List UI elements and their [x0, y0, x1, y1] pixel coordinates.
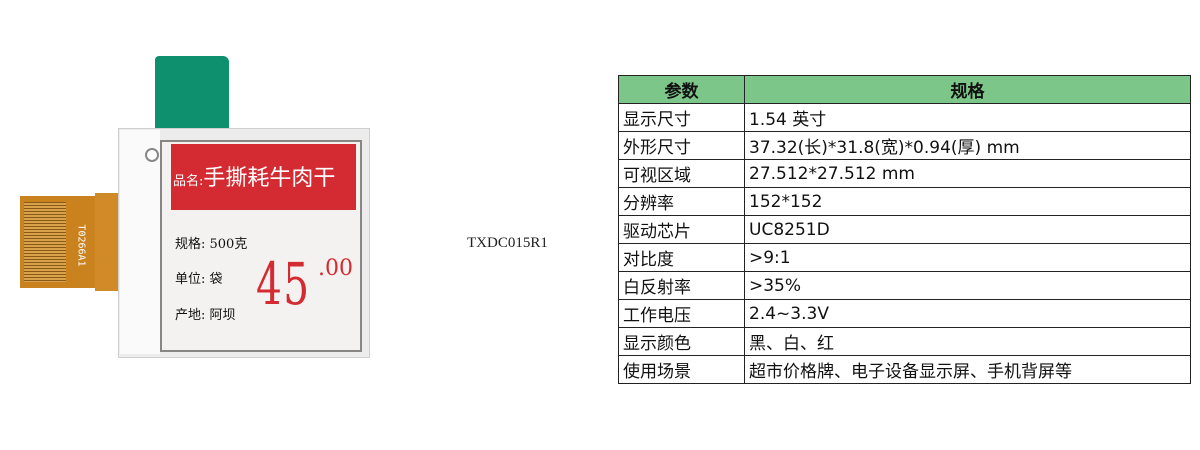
table-row: 可视区域 27.512*27.512 mm — [618, 159, 1191, 188]
fpc-pins — [24, 202, 66, 282]
spec-value: 37.32(长)*31.8(宽)*0.94(厚) mm — [744, 131, 1191, 160]
glass-edge — [120, 130, 160, 354]
spec-value: 2.4~3.3V — [744, 299, 1191, 328]
spec-value: 27.512*27.512 mm — [744, 159, 1191, 188]
spec-value: 黑、白、红 — [744, 327, 1191, 356]
table-row: 驱动芯片 UC8251D — [618, 215, 1191, 244]
table-row: 工作电压 2.4~3.3V — [618, 299, 1191, 328]
mount-hole — [145, 148, 159, 162]
table-row: 对比度 >9:1 — [618, 243, 1191, 272]
spec-value: >35% — [744, 271, 1191, 300]
param-name: 可视区域 — [618, 159, 745, 188]
spec-line: 规格: 500克 — [175, 237, 248, 252]
red-banner — [171, 144, 356, 210]
param-name: 显示颜色 — [618, 327, 745, 356]
unit-line: 单位: 袋 — [175, 272, 223, 287]
product-name: 品名:手撕耗牛肉干 — [173, 160, 335, 192]
protective-tab — [155, 56, 229, 132]
spec-table: 参数 规格 显示尺寸 1.54 英寸 外形尺寸 37.32(长)*31.8(宽)*0.… — [618, 75, 1191, 384]
name-value: 手撕耗牛肉干 — [203, 166, 336, 191]
param-name: 工作电压 — [618, 299, 745, 328]
spec-value: 152*152 — [744, 187, 1191, 216]
header-param: 参数 — [618, 75, 745, 104]
param-name: 分辨率 — [618, 187, 745, 216]
table-row: 外形尺寸 37.32(长)*31.8(宽)*0.94(厚) mm — [618, 131, 1191, 160]
origin-line: 产地: 阿坝 — [175, 308, 236, 323]
price-cents: .00 — [318, 256, 353, 281]
model-number: TXDC015R1 — [467, 235, 548, 251]
param-name: 使用场景 — [618, 355, 745, 384]
table-header-row: 参数 规格 — [618, 75, 1191, 104]
spec-value: UC8251D — [744, 215, 1191, 244]
table-row: 使用场景 超市价格牌、电子设备显示屏、手机背屏等 — [618, 355, 1191, 384]
table-row: 显示尺寸 1.54 英寸 — [618, 103, 1191, 132]
table-row: 分辨率 152*152 — [618, 187, 1191, 216]
param-name: 对比度 — [618, 243, 745, 272]
param-name: 驱动芯片 — [618, 215, 745, 244]
param-name: 外形尺寸 — [618, 131, 745, 160]
fpc-label: T0266A1 — [75, 224, 87, 267]
header-spec: 规格 — [744, 75, 1191, 104]
table-row: 显示颜色 黑、白、红 — [618, 327, 1191, 356]
param-name: 白反射率 — [618, 271, 745, 300]
name-label: 品名: — [173, 174, 204, 189]
table-row: 白反射率 >35% — [618, 271, 1191, 300]
spec-value: 1.54 英寸 — [744, 103, 1191, 132]
spec-value: >9:1 — [744, 243, 1191, 272]
spec-value: 超市价格牌、电子设备显示屏、手机背屏等 — [744, 355, 1191, 384]
price: 45 — [256, 250, 311, 318]
param-name: 显示尺寸 — [618, 103, 745, 132]
